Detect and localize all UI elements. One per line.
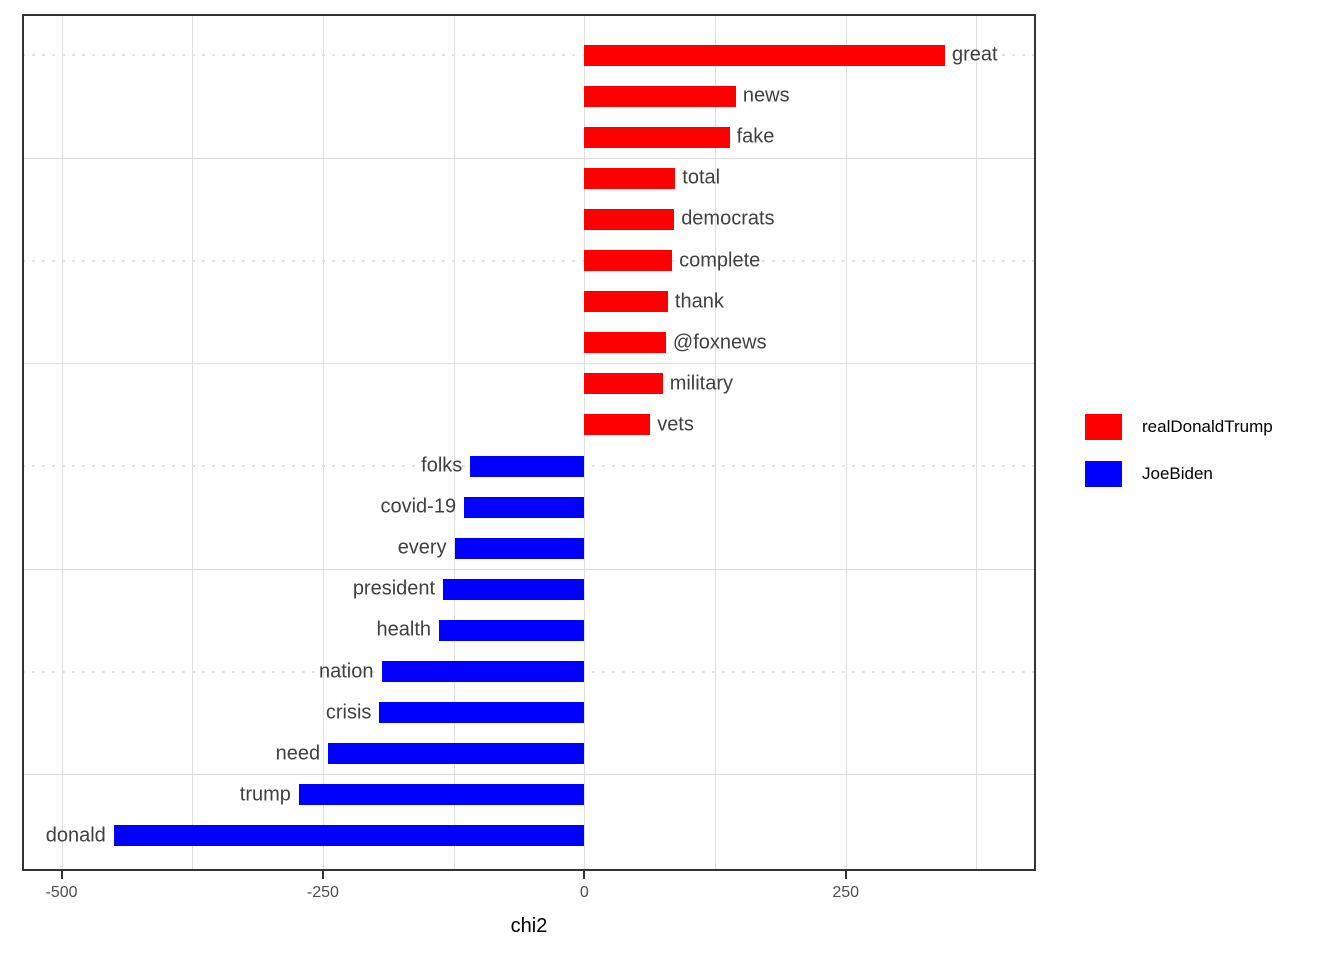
bar-thank: [584, 291, 668, 313]
vertical-gridline-375: [976, 14, 978, 871]
bar-covid-19: [464, 496, 585, 518]
horizontal-gridline-dotted: [22, 54, 1036, 56]
vertical-gridline-250: [845, 14, 847, 871]
x-tick-label-250: 250: [832, 884, 860, 901]
bar-great: [584, 44, 945, 66]
vertical-gridline-0: [584, 14, 586, 871]
bar-label-need: need: [275, 742, 321, 765]
bar-trump: [298, 784, 585, 806]
x-tick-label--250: -250: [306, 884, 339, 901]
x-tick--250: [321, 871, 324, 879]
bar-donald: [113, 825, 585, 847]
horizontal-gridline-dotted: [22, 259, 1036, 262]
horizontal-gridline-solid: [22, 363, 1036, 365]
legend-label-realdonaldtrump: realDonaldTrump: [1142, 417, 1273, 436]
bar-label-trump: trump: [239, 783, 291, 806]
horizontal-gridline-solid: [22, 568, 1036, 570]
bar-complete: [584, 250, 673, 271]
bar-label--foxnews: @foxnews: [672, 331, 767, 354]
bar-label-covid-19: covid-19: [380, 495, 457, 518]
plot-panel: great news fake total democrats complete thank…: [22, 14, 1036, 871]
x-tick--500: [60, 871, 63, 879]
bar-label-thank: thank: [674, 290, 724, 313]
bar-health: [439, 619, 585, 641]
bar-total: [584, 167, 676, 189]
vertical-gridline--500: [61, 14, 63, 871]
horizontal-gridline-solid: [22, 774, 1036, 776]
bar-label-nation: nation: [319, 660, 374, 682]
x-tick-label-0: 0: [579, 884, 589, 901]
bar-label-folks: folks: [421, 454, 463, 477]
bar--foxnews: [584, 332, 666, 354]
bar-need: [328, 743, 585, 765]
bar-label-vets: vets: [657, 413, 694, 436]
bar-label-donald: donald: [45, 824, 106, 847]
bar-folks: [470, 455, 585, 477]
x-tick-0: [583, 871, 586, 879]
bar-label-fake: fake: [736, 125, 775, 148]
vertical-gridline--375: [192, 14, 194, 871]
bar-label-president: president: [352, 577, 436, 600]
bar-democrats: [584, 208, 675, 230]
vertical-gridline--125: [453, 14, 455, 871]
bar-label-health: health: [376, 618, 432, 641]
bar-crisis: [379, 702, 585, 724]
bar-label-democrats: democrats: [681, 207, 775, 230]
bar-label-every: every: [397, 536, 447, 559]
bar-president: [443, 578, 585, 600]
bar-label-complete: complete: [679, 249, 761, 271]
bar-nation: [381, 661, 585, 682]
legend-label-joebiden: JoeBiden: [1142, 464, 1213, 483]
legend: realDonaldTrump JoeBiden: [1085, 414, 1273, 508]
bar-label-crisis: crisis: [325, 701, 372, 724]
bar-fake: [584, 126, 730, 148]
legend-item-joebiden: JoeBiden: [1085, 461, 1273, 487]
x-tick-label--500: -500: [45, 884, 78, 901]
legend-item-realdonaldtrump: realDonaldTrump: [1085, 414, 1273, 440]
bar-every: [454, 537, 585, 559]
bar-label-news: news: [742, 84, 790, 107]
legend-swatch-blue: [1085, 461, 1122, 487]
bar-news: [584, 85, 736, 107]
bar-military: [584, 373, 663, 395]
bar-label-great: great: [952, 43, 998, 66]
x-axis-title: chi2: [510, 915, 548, 937]
vertical-gridline--250: [322, 14, 324, 871]
bar-label-military: military: [669, 372, 734, 395]
x-tick-250: [844, 871, 847, 879]
bar-vets: [584, 414, 651, 436]
horizontal-gridline-solid: [22, 157, 1036, 159]
vertical-gridline-125: [715, 14, 716, 871]
bar-label-total: total: [682, 166, 721, 189]
legend-swatch-red: [1085, 414, 1122, 440]
